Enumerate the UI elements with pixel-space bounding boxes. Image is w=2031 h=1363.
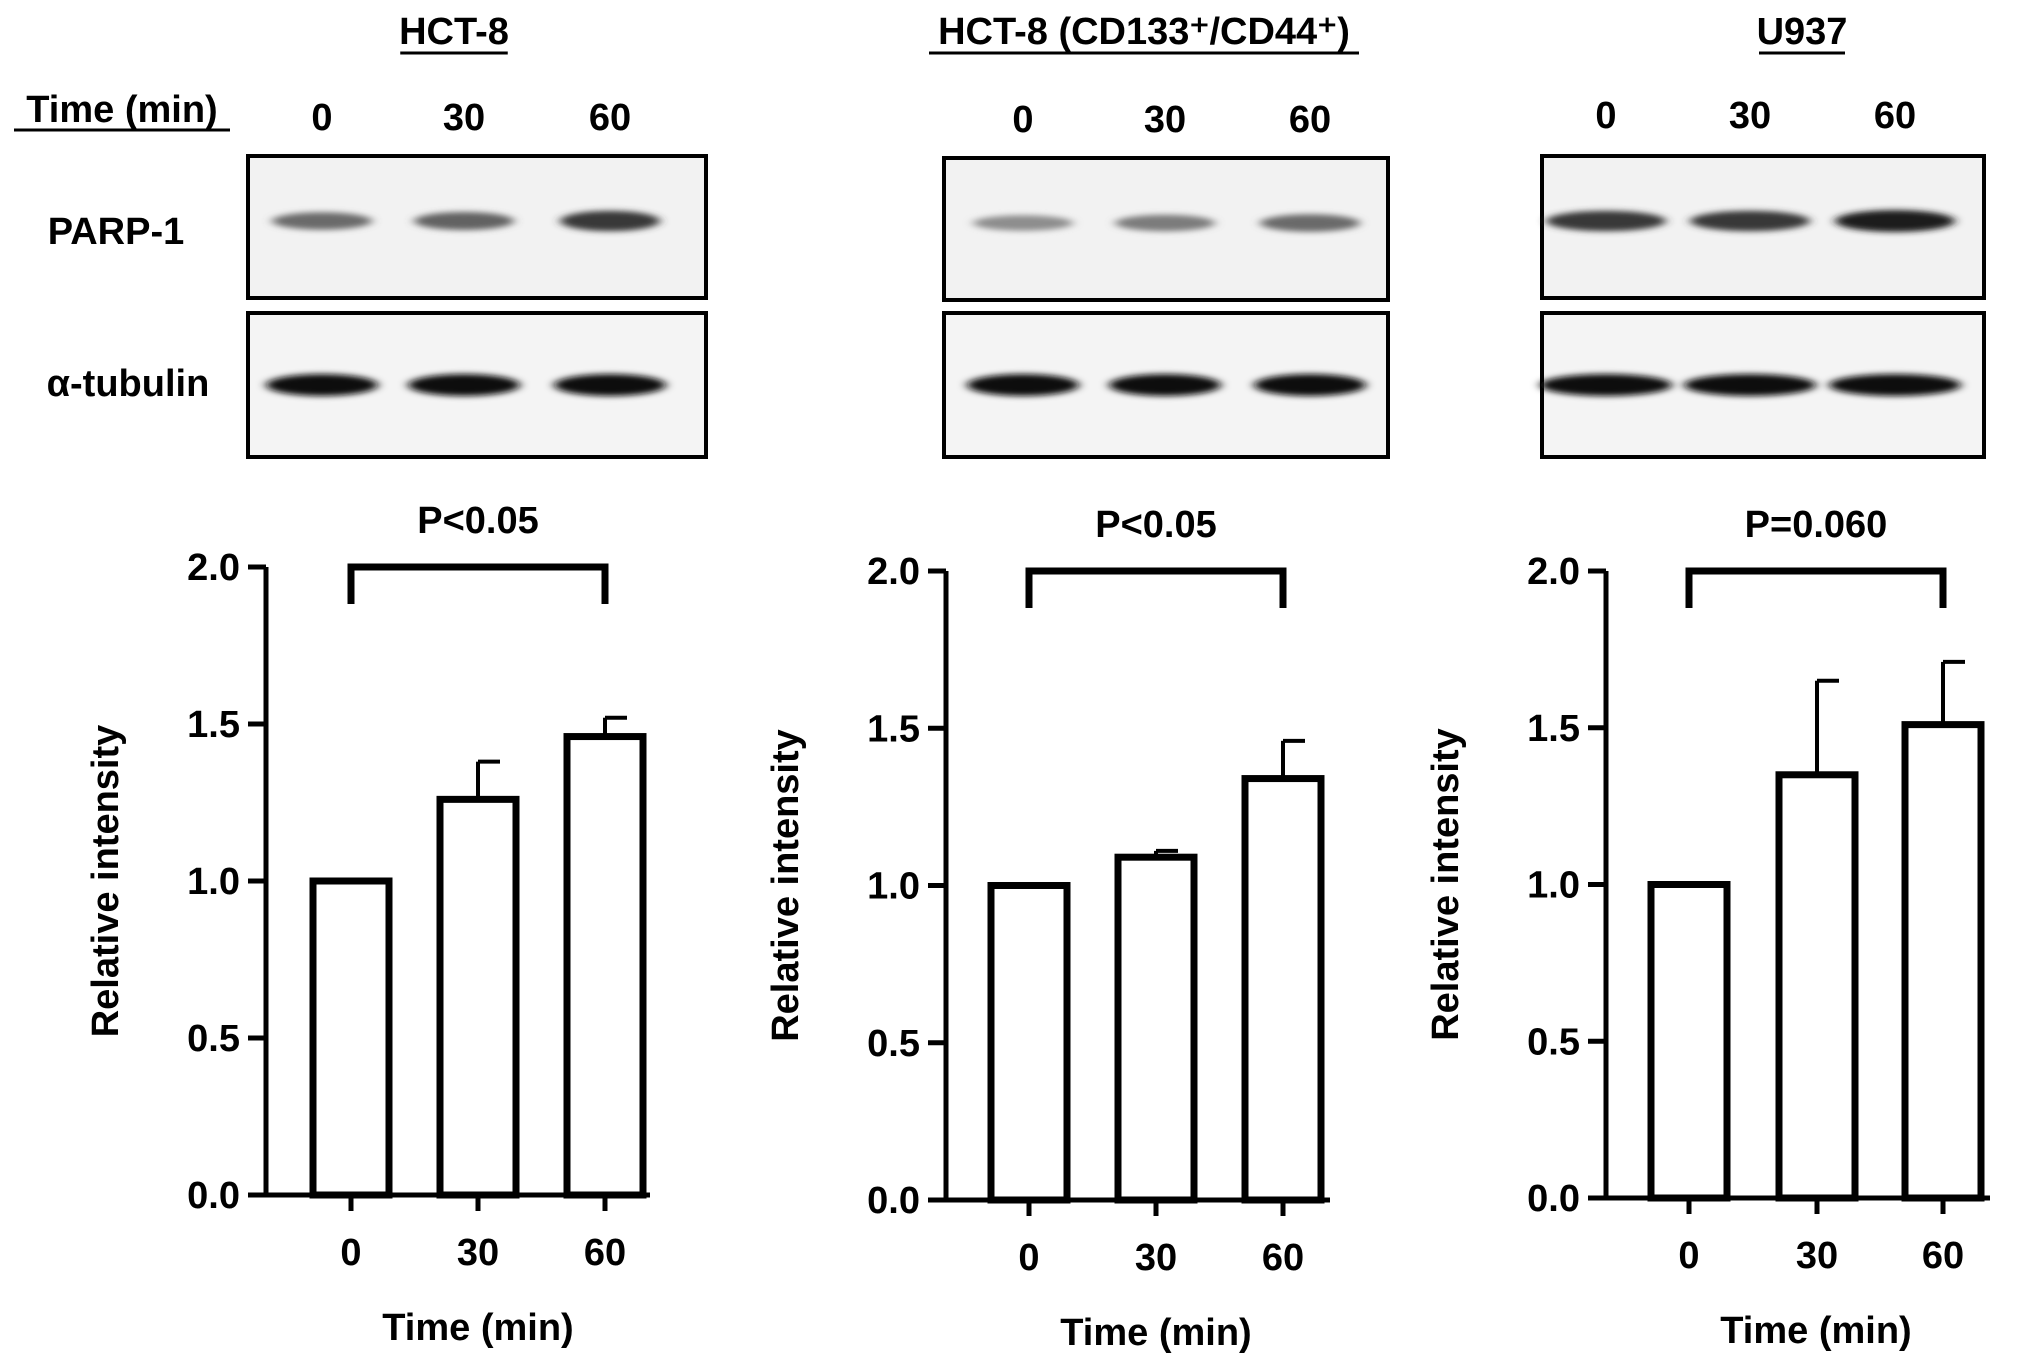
- tubulin-band: [266, 374, 378, 396]
- bar: [1241, 775, 1325, 1204]
- x-tick-label: 60: [1922, 1235, 1964, 1277]
- tubulin-band: [554, 374, 666, 396]
- y-tick-label: 0.5: [187, 1018, 240, 1060]
- bar: [1901, 721, 1985, 1202]
- tubulin-band: [1684, 374, 1816, 396]
- x-axis-label: Time (min): [1720, 1310, 1911, 1352]
- x-tick-label: 0: [1678, 1235, 1699, 1277]
- bar: [1114, 853, 1198, 1204]
- x-tick-label: 0: [340, 1232, 361, 1274]
- bar-chart-0: 0.0 0.5 1.0 1.5 2.0 Relative intensity 0 30 60 Ti…: [85, 500, 650, 1349]
- parp1-band: [1115, 214, 1215, 232]
- tubulin-band: [1254, 374, 1366, 396]
- y-tick-label: 2.0: [867, 551, 920, 593]
- band-label-tubulin: α-tubulin: [47, 363, 210, 405]
- x-tick-label: 30: [457, 1232, 499, 1274]
- x-axis-label: Time (min): [382, 1307, 573, 1349]
- x-axis-label: Time (min): [1060, 1312, 1251, 1354]
- lane-label: 30: [1729, 95, 1771, 137]
- lane-label: 60: [1874, 95, 1916, 137]
- parp1-band: [1835, 210, 1955, 232]
- lane-label: 60: [1289, 99, 1331, 141]
- y-tick-label: 2.0: [187, 547, 240, 589]
- significance-bracket: [1685, 567, 1947, 608]
- y-tick-label: 0.0: [867, 1180, 920, 1222]
- blot-title: U937: [1757, 11, 1848, 53]
- y-tick-label: 0.0: [1527, 1178, 1580, 1220]
- parp1-band: [414, 212, 514, 230]
- y-axis-label: Relative intensity: [765, 729, 807, 1042]
- x-tick-label: 60: [584, 1232, 626, 1274]
- bar-charts: 0.0 0.5 1.0 1.5 2.0 Relative intensity 0 30 60 Ti…: [85, 500, 1990, 1354]
- bar: [1647, 881, 1731, 1202]
- bar: [309, 877, 393, 1199]
- x-tick-label: 60: [1262, 1237, 1304, 1279]
- lane-label: 60: [589, 97, 631, 139]
- blot-title: HCT-8: [399, 11, 509, 53]
- x-tick-label: 30: [1135, 1237, 1177, 1279]
- bar: [1775, 771, 1859, 1202]
- tubulin-band: [967, 374, 1079, 396]
- tubulin-band: [408, 374, 520, 396]
- y-tick-label: 1.5: [187, 704, 240, 746]
- y-tick-label: 0.5: [867, 1023, 920, 1065]
- bar-chart-1: 0.0 0.5 1.0 1.5 2.0 Relative intensity 0 30 60 Ti…: [765, 504, 1330, 1354]
- parp1-band: [1546, 210, 1666, 232]
- y-tick-label: 1.5: [1527, 708, 1580, 750]
- y-axis-label: Relative intensity: [85, 725, 127, 1038]
- y-tick-label: 1.0: [867, 866, 920, 908]
- tubulin-band: [1540, 374, 1672, 396]
- blot-panel-2: U937 0 30 60: [1540, 11, 1986, 459]
- parp1-band: [973, 215, 1073, 231]
- significance-label: P<0.05: [417, 500, 539, 542]
- parp1-band: [1260, 214, 1360, 232]
- lane-label: 0: [311, 97, 332, 139]
- lane-label: 30: [1144, 99, 1186, 141]
- lane-label: 0: [1012, 99, 1033, 141]
- significance-label: P<0.05: [1095, 504, 1217, 546]
- bar: [563, 733, 647, 1199]
- blot-panel-1: HCT-8 (CD133⁺/CD44⁺) 0 30 60: [929, 11, 1390, 459]
- x-tick-label: 0: [1018, 1237, 1039, 1279]
- tubulin-band: [1109, 374, 1221, 396]
- band-label-parp1: PARP-1: [48, 211, 185, 253]
- bar: [436, 795, 520, 1199]
- y-tick-label: 0.5: [1527, 1021, 1580, 1063]
- blot-panel-0: HCT-8 0 30 60: [246, 11, 708, 459]
- blot-title: HCT-8 (CD133⁺/CD44⁺): [938, 11, 1350, 53]
- lane-label: 0: [1595, 95, 1616, 137]
- bar: [987, 882, 1071, 1204]
- y-tick-label: 0.0: [187, 1175, 240, 1217]
- significance-bracket: [1025, 567, 1287, 608]
- y-tick-label: 1.0: [1527, 865, 1580, 907]
- x-tick-label: 30: [1796, 1235, 1838, 1277]
- y-tick-label: 1.0: [187, 861, 240, 903]
- bar-chart-2: 0.0 0.5 1.0 1.5 2.0 Relative intensity 0 30 60 Ti…: [1425, 504, 1990, 1352]
- significance-bracket: [347, 563, 609, 604]
- y-tick-label: 2.0: [1527, 551, 1580, 593]
- y-axis-label: Relative intensity: [1425, 728, 1467, 1041]
- parp1-band: [272, 212, 372, 230]
- y-tick-label: 1.5: [867, 708, 920, 750]
- tubulin-band: [1829, 374, 1961, 396]
- parp1-band: [560, 210, 660, 232]
- parp1-band: [1690, 210, 1810, 232]
- time-label: Time (min): [26, 89, 217, 131]
- lane-label: 30: [443, 97, 485, 139]
- significance-label: P=0.060: [1745, 504, 1888, 546]
